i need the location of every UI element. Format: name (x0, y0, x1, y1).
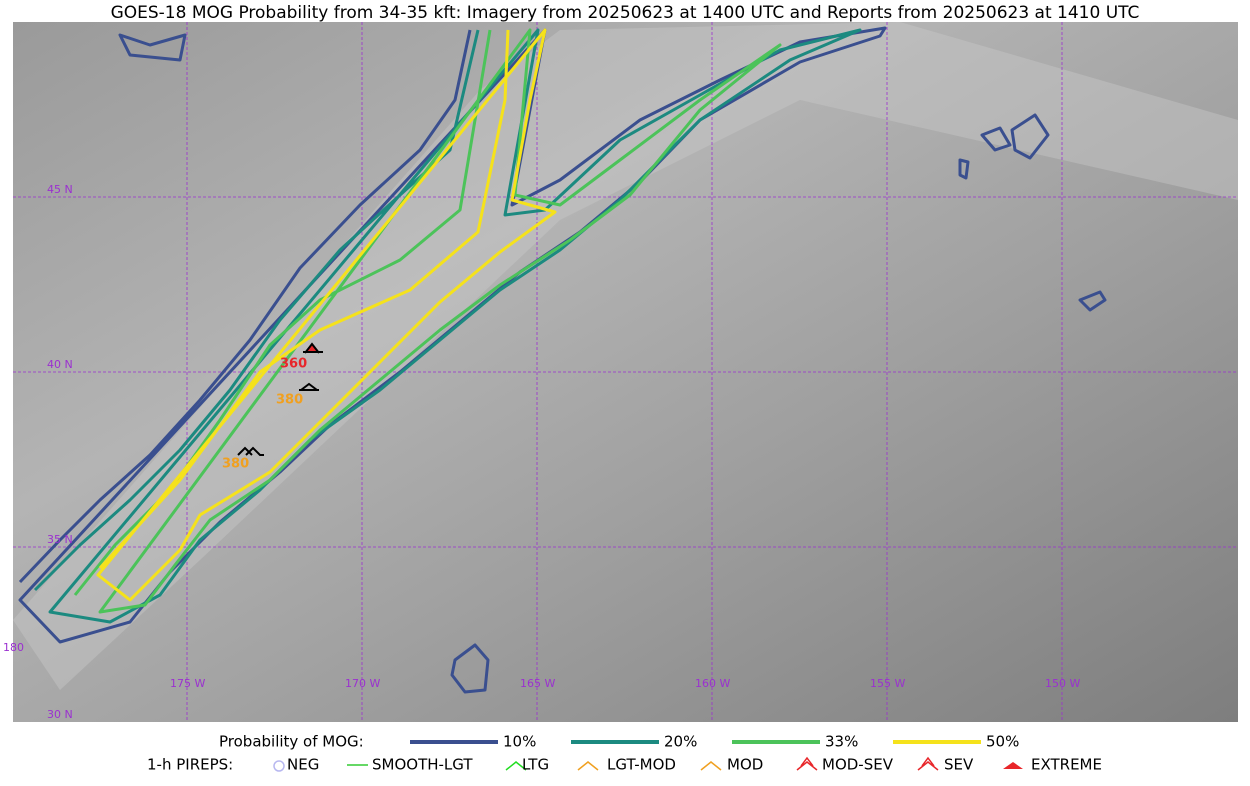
lon-label: 155 W (870, 677, 905, 690)
report-label: 380 (276, 393, 303, 408)
map (13, 22, 1238, 722)
legend-label: LGT-MOD (607, 756, 676, 774)
lon-label: 180 (3, 641, 24, 654)
legend-label: 10% (503, 733, 536, 751)
legend-icon (917, 756, 939, 771)
lat-label: 35 N (47, 533, 73, 546)
legend-label: NEG (287, 756, 319, 774)
lon-label: 165 W (520, 677, 555, 690)
pirep-legend-title: 1-h PIREPS: (147, 756, 233, 774)
legend-icon (577, 761, 599, 771)
legend: Probability of MOG: 10% 20% 33% 50% 1-h PIREP… (147, 733, 1102, 774)
report-label: 380 (222, 457, 249, 472)
legend-icon (700, 761, 722, 771)
lon-label: 150 W (1045, 677, 1080, 690)
legend-label: SMOOTH-LGT (372, 756, 473, 774)
report-label: 360 (280, 357, 307, 372)
legend-icon (1003, 762, 1023, 769)
contours (18, 26, 1107, 694)
legend-icon (273, 760, 285, 772)
grid (13, 22, 1238, 722)
lon-label: 160 W (695, 677, 730, 690)
legend-label: 50% (986, 733, 1019, 751)
legend-label: MOD-SEV (822, 756, 894, 774)
lon-label: 175 W (170, 677, 205, 690)
legend-label: LTG (522, 756, 549, 774)
lat-label: 40 N (47, 358, 73, 371)
legend-icon (505, 761, 527, 771)
legend-label: 33% (825, 733, 858, 751)
legend-icon (796, 756, 818, 771)
legend-label: SEV (944, 756, 974, 774)
legend-label: MOD (727, 756, 763, 774)
legend-label: 20% (664, 733, 697, 751)
lat-label: 45 N (47, 183, 73, 196)
legend-label: EXTREME (1031, 756, 1102, 774)
pirep-icons (237, 342, 323, 456)
lon-label: 170 W (345, 677, 380, 690)
title: GOES-18 MOG Probability from 34-35 kft: … (111, 3, 1140, 23)
contour-legend-title: Probability of MOG: (219, 733, 364, 751)
lat-label: 30 N (47, 708, 73, 721)
